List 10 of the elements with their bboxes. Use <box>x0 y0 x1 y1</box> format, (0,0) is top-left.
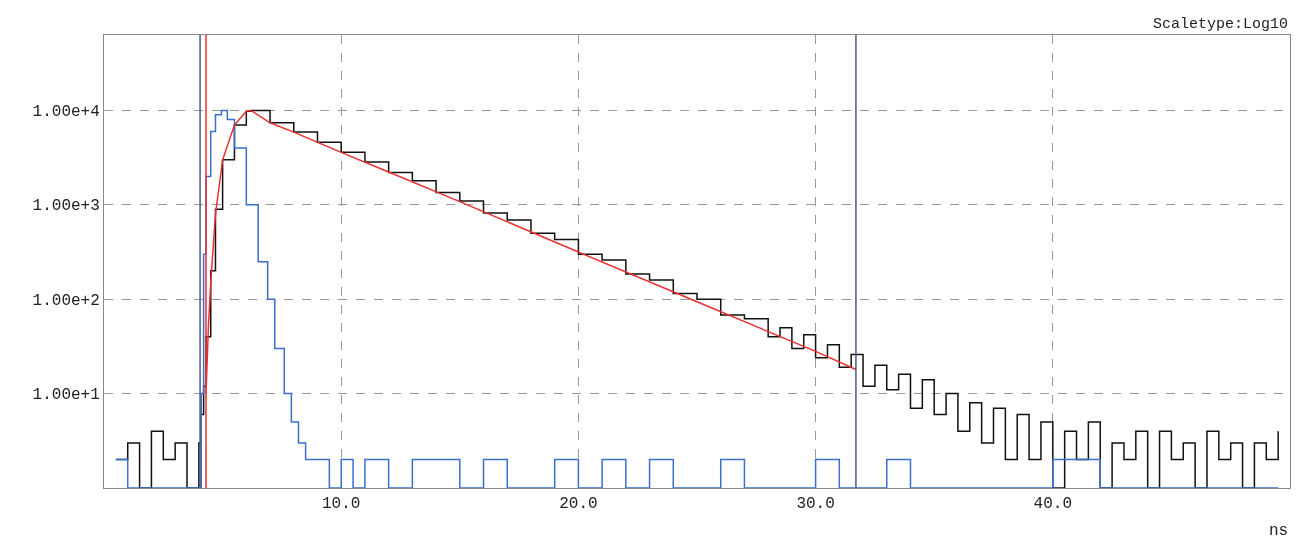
y-tick-label: 1.00e+4 <box>32 103 100 122</box>
x-axis-title: ns <box>1269 522 1289 540</box>
y-tick-label: 1.00e+2 <box>32 291 100 310</box>
y-tick-label: 1.00e+3 <box>32 197 100 216</box>
y-tick-label: 1.00e+1 <box>32 386 100 405</box>
x-tick-label: 20.0 <box>559 495 598 514</box>
text: Scaletype:Log10 <box>1153 16 1289 33</box>
x-tick-label: 10.0 <box>322 495 361 514</box>
x-tick-label: 40.0 <box>1033 495 1072 514</box>
x-tick-label: 30.0 <box>796 495 835 514</box>
